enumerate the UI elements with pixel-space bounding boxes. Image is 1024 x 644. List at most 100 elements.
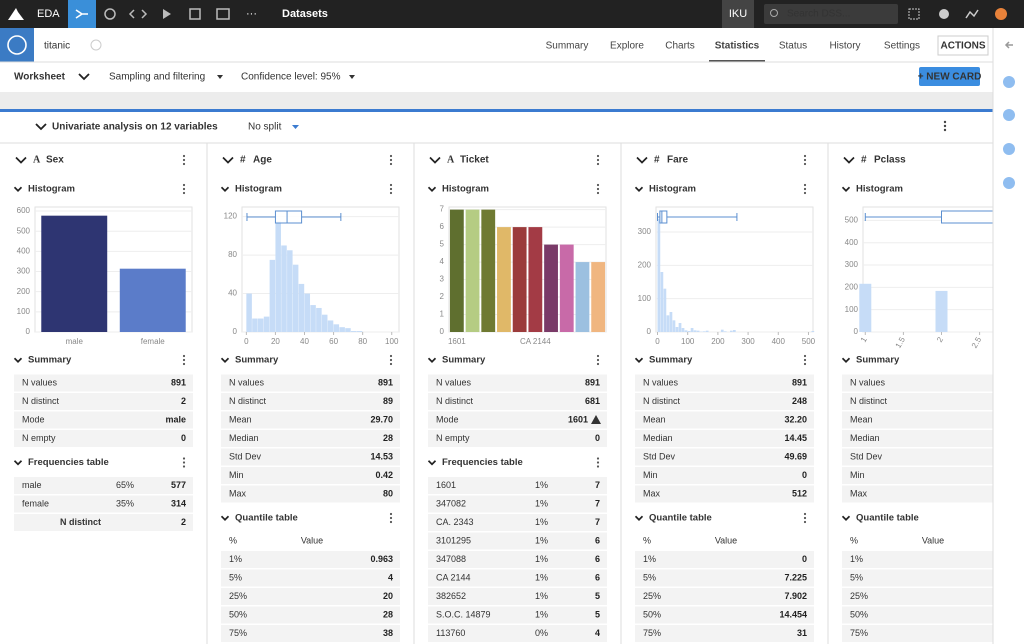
user-box[interactable] bbox=[722, 0, 754, 28]
card-menu[interactable] bbox=[943, 120, 947, 132]
chevron[interactable] bbox=[13, 357, 23, 363]
nav-icon[interactable] bbox=[128, 9, 148, 19]
chevron[interactable] bbox=[636, 156, 648, 164]
help-icon[interactable] bbox=[939, 9, 949, 19]
chevron[interactable] bbox=[35, 123, 47, 131]
chevron[interactable] bbox=[15, 156, 27, 164]
actions-button[interactable] bbox=[937, 35, 989, 56]
row-label: Std Dev bbox=[229, 451, 262, 461]
chevron[interactable] bbox=[220, 515, 230, 521]
confidence[interactable]: Confidence level: 95% bbox=[241, 72, 341, 83]
search-box[interactable] bbox=[764, 4, 898, 24]
back-icon[interactable] bbox=[1004, 41, 1013, 49]
tab[interactable]: History bbox=[829, 41, 860, 52]
nav-icon[interactable] bbox=[189, 8, 201, 20]
histogram-bar bbox=[246, 293, 252, 332]
x-tick-label: 1.5 bbox=[894, 335, 908, 350]
menu[interactable] bbox=[803, 354, 807, 366]
x-tick-label: 0 bbox=[244, 337, 249, 346]
table-row bbox=[428, 374, 607, 392]
chevron[interactable] bbox=[220, 357, 230, 363]
tab[interactable]: Charts bbox=[665, 41, 694, 52]
menu[interactable] bbox=[596, 354, 600, 366]
new-card-button[interactable] bbox=[919, 67, 980, 86]
tab[interactable]: Settings bbox=[884, 41, 920, 52]
chevron[interactable] bbox=[634, 357, 644, 363]
chevron[interactable] bbox=[634, 515, 644, 521]
nav-icon[interactable] bbox=[163, 9, 171, 19]
menu[interactable] bbox=[389, 354, 393, 366]
chevron[interactable] bbox=[843, 156, 855, 164]
menu[interactable] bbox=[596, 183, 600, 195]
chevron[interactable] bbox=[841, 186, 851, 192]
row-label: 50% bbox=[850, 609, 868, 619]
chevron[interactable] bbox=[634, 186, 644, 192]
separator bbox=[0, 92, 993, 109]
chevron[interactable] bbox=[78, 73, 90, 81]
worksheet-label[interactable]: Worksheet bbox=[14, 72, 66, 83]
row-label: 5% bbox=[229, 572, 242, 582]
menu[interactable] bbox=[389, 512, 393, 524]
chevron[interactable] bbox=[13, 186, 23, 192]
menu[interactable] bbox=[803, 183, 807, 195]
nav-page[interactable]: Datasets bbox=[282, 8, 328, 20]
dot bbox=[803, 512, 807, 516]
menu[interactable] bbox=[803, 154, 807, 166]
menu[interactable] bbox=[182, 154, 186, 166]
table-header: Value bbox=[301, 535, 323, 545]
dot bbox=[389, 520, 393, 524]
table-row bbox=[842, 374, 1021, 392]
chevron[interactable] bbox=[222, 156, 234, 164]
chevron[interactable] bbox=[220, 186, 230, 192]
x-tick-label: CA 2144 bbox=[520, 337, 551, 346]
chevron[interactable] bbox=[841, 515, 851, 521]
activity-icon[interactable] bbox=[965, 9, 979, 19]
menu[interactable] bbox=[596, 154, 600, 166]
split-selector[interactable]: No split bbox=[248, 122, 282, 133]
sampling[interactable]: Sampling and filtering bbox=[109, 72, 205, 83]
menu[interactable] bbox=[182, 183, 186, 195]
x-tick-label: 2.5 bbox=[970, 335, 984, 350]
app-name[interactable]: EDA bbox=[37, 8, 60, 20]
nav-more[interactable]: ··· bbox=[246, 8, 257, 20]
dot bbox=[803, 358, 807, 362]
column-title: Age bbox=[253, 155, 272, 166]
table-row bbox=[221, 467, 400, 484]
histogram-bar bbox=[732, 330, 736, 332]
nav-icon[interactable] bbox=[216, 8, 230, 20]
side-icon[interactable] bbox=[1003, 177, 1015, 189]
chevron[interactable] bbox=[427, 460, 437, 466]
row-label: 50% bbox=[229, 609, 247, 619]
menu[interactable] bbox=[389, 183, 393, 195]
nav-icon[interactable] bbox=[104, 8, 116, 20]
side-icon[interactable] bbox=[1003, 76, 1015, 88]
row-label: Median bbox=[229, 433, 259, 443]
chevron[interactable] bbox=[841, 357, 851, 363]
tab[interactable]: Statistics bbox=[715, 41, 760, 52]
chevron[interactable] bbox=[429, 156, 441, 164]
apps-icon[interactable] bbox=[908, 8, 920, 20]
y-tick-label: 400 bbox=[845, 238, 859, 247]
section-title: Summary bbox=[442, 355, 486, 366]
table-row bbox=[221, 625, 400, 642]
dot bbox=[182, 183, 186, 187]
menu[interactable] bbox=[803, 512, 807, 524]
menu[interactable] bbox=[182, 457, 186, 468]
row-count: 7 bbox=[595, 517, 600, 527]
chevron[interactable] bbox=[427, 186, 437, 192]
chevron[interactable] bbox=[427, 357, 437, 363]
avatar[interactable] bbox=[995, 8, 1007, 20]
menu[interactable] bbox=[182, 354, 186, 366]
table-row bbox=[428, 477, 607, 494]
menu[interactable] bbox=[596, 457, 600, 468]
row-value: 20 bbox=[383, 591, 393, 601]
row-label: N values bbox=[229, 377, 265, 387]
tab[interactable]: Explore bbox=[610, 41, 644, 52]
side-icon[interactable] bbox=[1003, 109, 1015, 121]
menu[interactable] bbox=[389, 154, 393, 166]
row-value: 0 bbox=[595, 433, 600, 443]
tab[interactable]: Status bbox=[779, 41, 807, 52]
side-icon[interactable] bbox=[1003, 143, 1015, 155]
chevron[interactable] bbox=[13, 460, 23, 466]
tab[interactable]: Summary bbox=[546, 41, 589, 52]
